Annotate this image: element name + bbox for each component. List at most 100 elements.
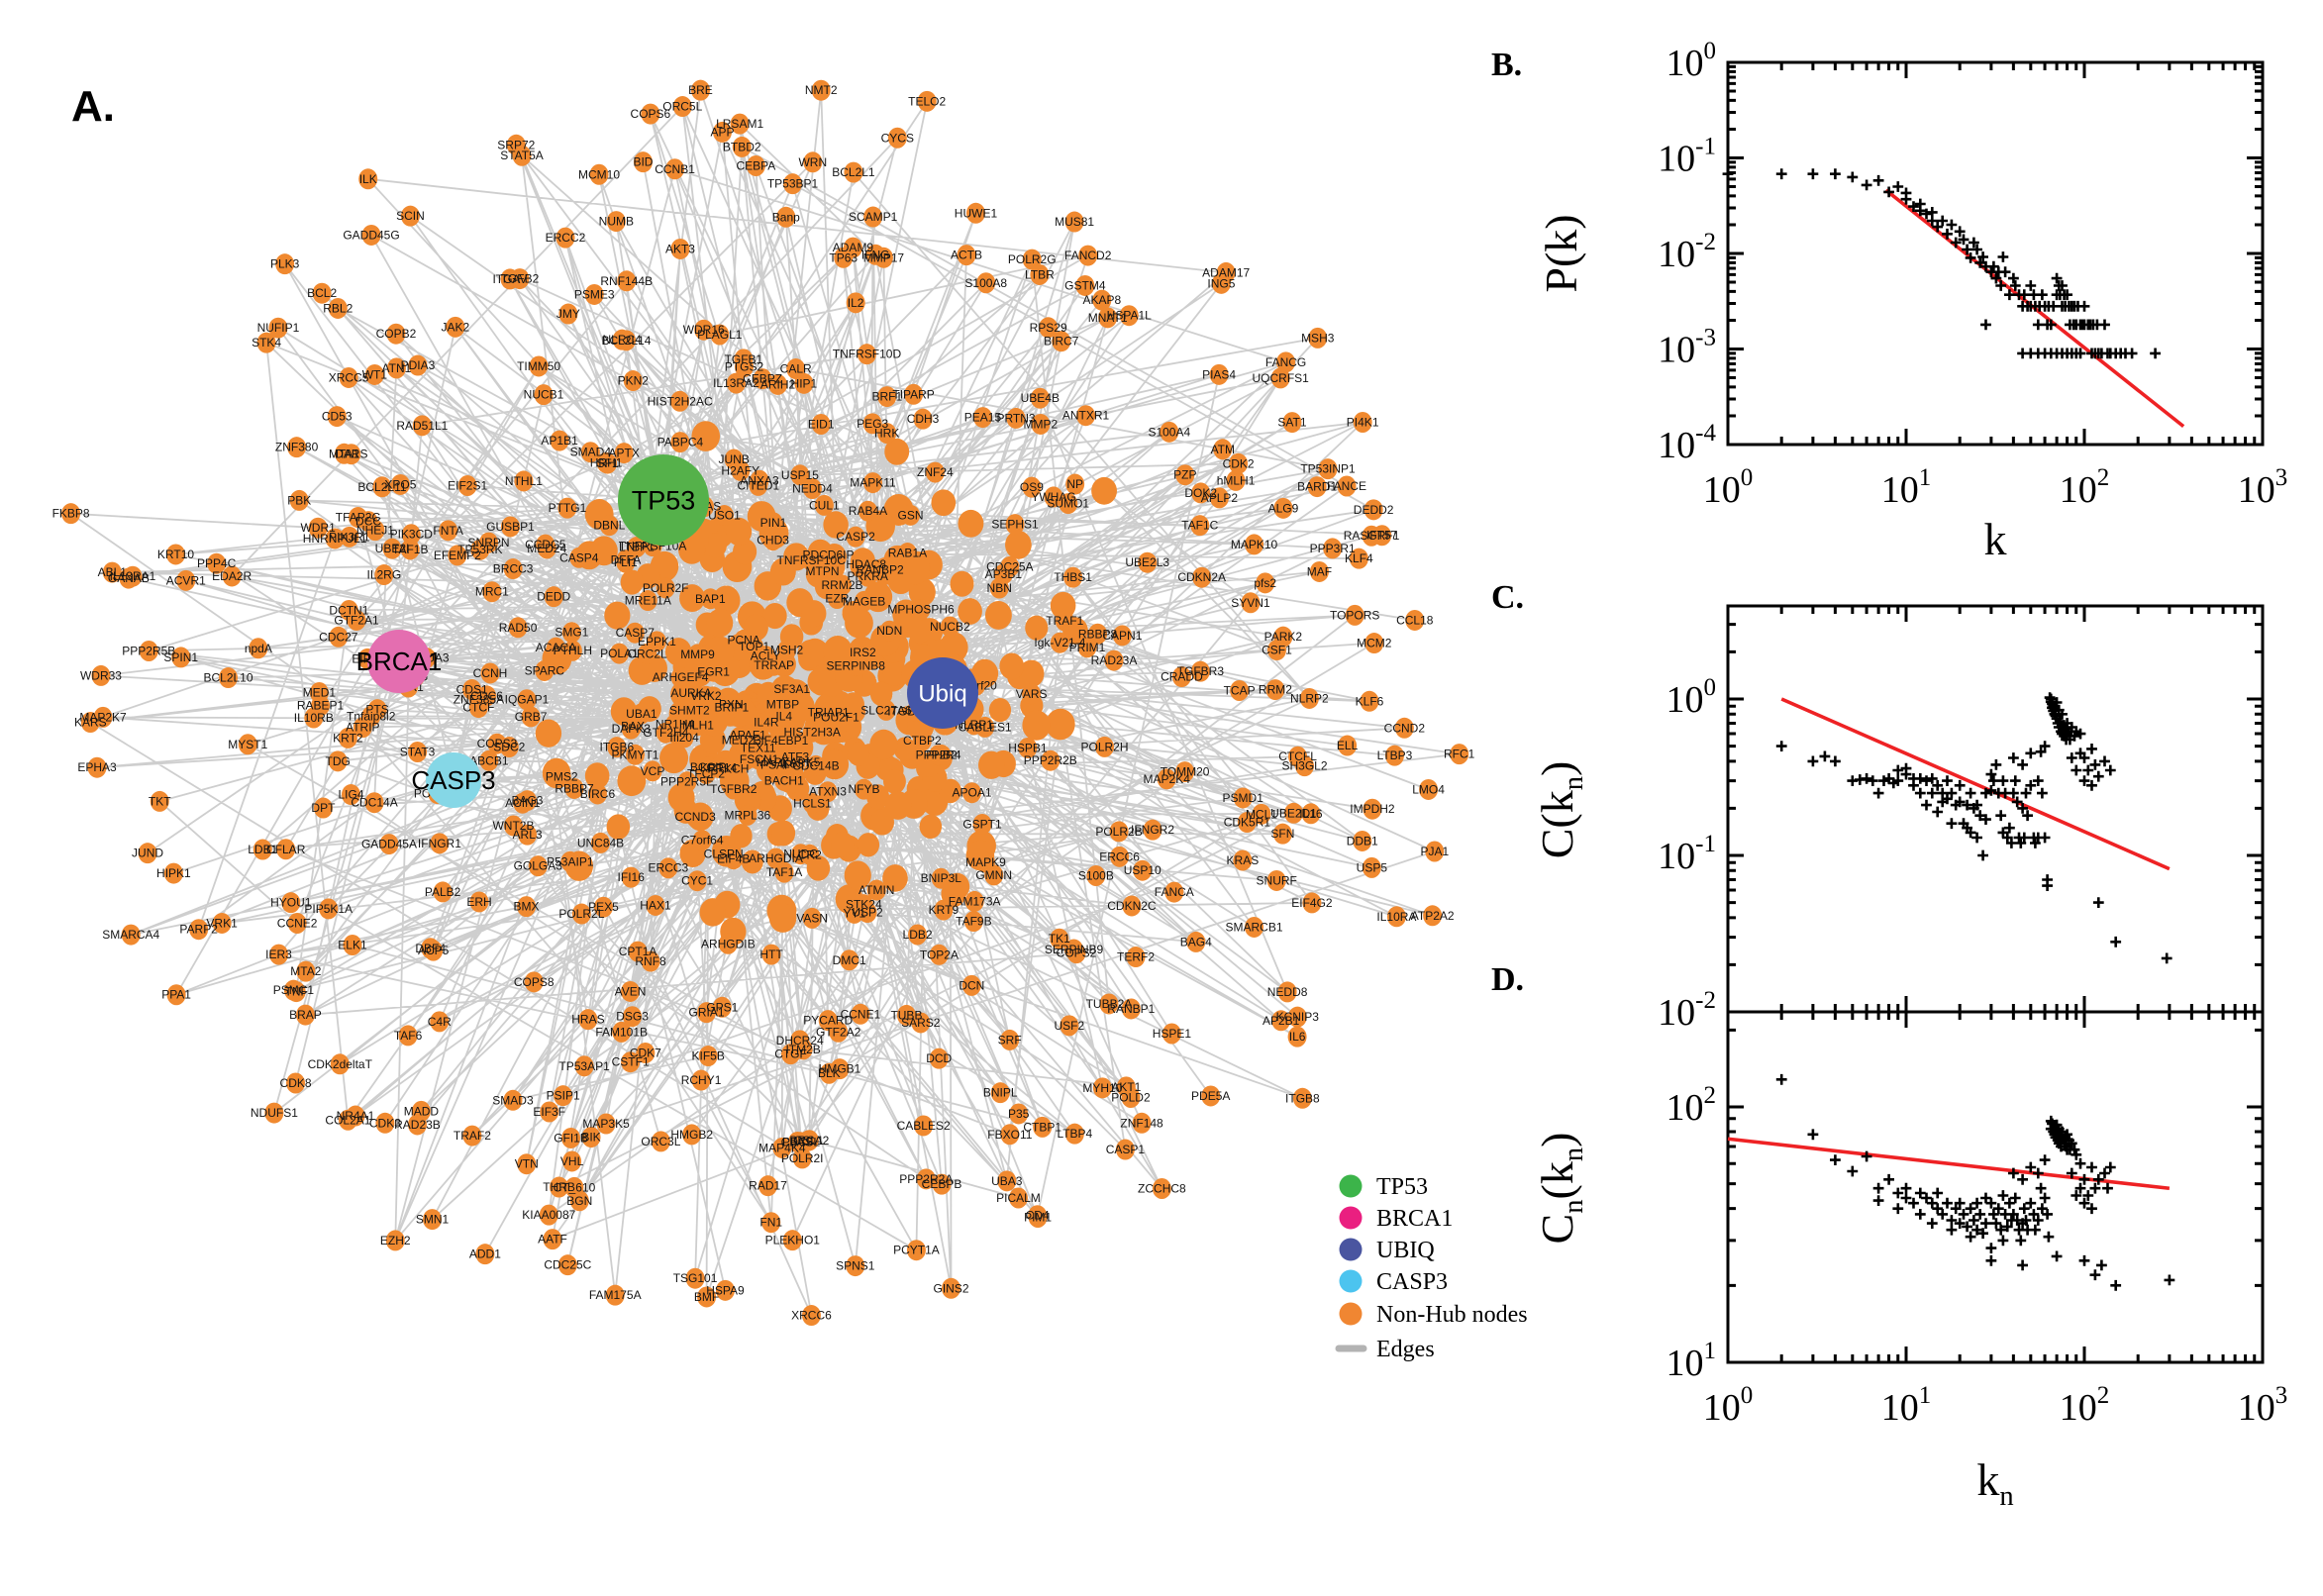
network-node (939, 632, 968, 663)
network-node-label: GOLGA3 (514, 859, 563, 873)
network-node (758, 1175, 778, 1197)
network-node (506, 134, 526, 155)
network-node (847, 742, 870, 766)
network-node (342, 444, 361, 465)
tick-label: 10-2 (1658, 987, 1716, 1034)
network-node (503, 1089, 523, 1111)
network-node (408, 354, 428, 376)
network-node (877, 423, 897, 445)
network-node-label: PXN (719, 697, 744, 711)
network-node-label: BGN (566, 1194, 592, 1208)
network-node (761, 1212, 781, 1234)
network-node (770, 820, 796, 847)
network-node-label: ZNF148 (1120, 1116, 1163, 1130)
network-node (1075, 274, 1095, 296)
tick-label: 10-1 (1658, 134, 1716, 180)
network-node-label: OS9 (1020, 480, 1044, 494)
network-node-label: PLK3 (270, 257, 300, 271)
network-node-label: TIPARP (892, 387, 934, 401)
network-node (697, 1002, 717, 1024)
network-node-label: CTCF (462, 701, 494, 715)
network-node-label: SMAD3 (492, 1093, 534, 1107)
network-node (457, 475, 477, 497)
network-node (123, 565, 143, 587)
network-node (688, 715, 708, 737)
network-node (999, 652, 1025, 680)
network-node (617, 270, 637, 292)
network-node-label: PIAS4 (1202, 367, 1236, 381)
network-node-label: ARHGEF4 (653, 670, 709, 684)
network-node-label: LTBP1 (619, 541, 655, 554)
network-node-label: TAF1B (392, 543, 428, 556)
network-node-label: Tnfaip8l2 (347, 709, 396, 723)
panel-b-plot: 100 101 102 103 100 10-1 10-2 10-3 10-4 k P(k) (1536, 38, 2287, 564)
network-node-label: COPS3 (477, 737, 518, 750)
panel-c-fit-line (1780, 697, 2171, 871)
network-node-label: CYCS (881, 131, 914, 145)
network-node (1245, 534, 1264, 555)
network-node (857, 344, 876, 365)
network-node (1425, 841, 1445, 862)
network-node (552, 766, 571, 788)
network-node-label: TSG101 (673, 1271, 718, 1285)
network-node (252, 839, 272, 860)
network-node-label: PPP2R5B (122, 645, 175, 658)
network-node (534, 384, 554, 406)
network-node (617, 765, 647, 797)
network-node-label: HIST2H3A (783, 725, 840, 739)
network-node-label: HRAS (571, 1013, 604, 1027)
network-node (811, 414, 831, 436)
network-node-label: BRF1 (871, 390, 902, 404)
network-node (596, 1113, 616, 1135)
network-node (599, 515, 619, 537)
network-node-label: CLSPN (704, 847, 744, 860)
network-node-label: ACIN1 (505, 796, 541, 810)
network-node (1213, 439, 1233, 460)
network-node (988, 697, 1012, 723)
network-node (866, 879, 886, 901)
network-node (641, 103, 660, 125)
network-node-label: TAF9B (956, 915, 991, 929)
network-node-label: SAT1 (1277, 416, 1306, 430)
network-node-label: HUWE1 (955, 206, 998, 220)
network-node (1384, 745, 1404, 766)
network-node (268, 317, 288, 339)
network-node (382, 538, 402, 559)
network-node-label: SEPHS1 (991, 518, 1039, 532)
network-node (1133, 859, 1153, 881)
network-node (91, 664, 111, 686)
network-node (862, 413, 882, 435)
network-node-label: TNF (285, 985, 308, 999)
network-node-label: TDG (326, 754, 351, 768)
network-node (703, 533, 728, 558)
network-node (801, 600, 827, 628)
network-node (1318, 458, 1338, 480)
network-node (715, 1279, 735, 1301)
network-node-label: PIK3CD (390, 528, 434, 542)
network-node-label: EIF2S1 (448, 479, 487, 493)
network-node (1307, 476, 1327, 498)
network-node-label: ACACA (536, 641, 576, 654)
network-node-label: LDB2 (903, 928, 933, 942)
network-node-label: SF1 (597, 456, 619, 470)
network-node-label: KLF6 (1356, 694, 1384, 708)
network-node (1226, 469, 1246, 491)
network-node-label: ALG9 (1268, 501, 1299, 515)
network-node (521, 706, 541, 728)
network-node (842, 692, 865, 717)
network-node (166, 984, 186, 1006)
network-node-label: DCC (355, 515, 381, 529)
network-node (339, 366, 358, 388)
network-node-label: CCL1 (793, 1134, 824, 1147)
network-node (207, 552, 227, 574)
network-node-label: TIMM50 (517, 359, 560, 373)
network-node (802, 721, 822, 743)
network-node-label: DFFA (611, 553, 642, 567)
panel-d-x-axis-title: kn​ (1976, 1454, 2013, 1512)
network-node-label: MMP2 (1024, 417, 1059, 431)
network-node (340, 526, 359, 548)
network-node (121, 924, 141, 946)
network-node-label: SARS2 (901, 1016, 941, 1030)
network-node-label: RRM2 (1259, 683, 1292, 697)
